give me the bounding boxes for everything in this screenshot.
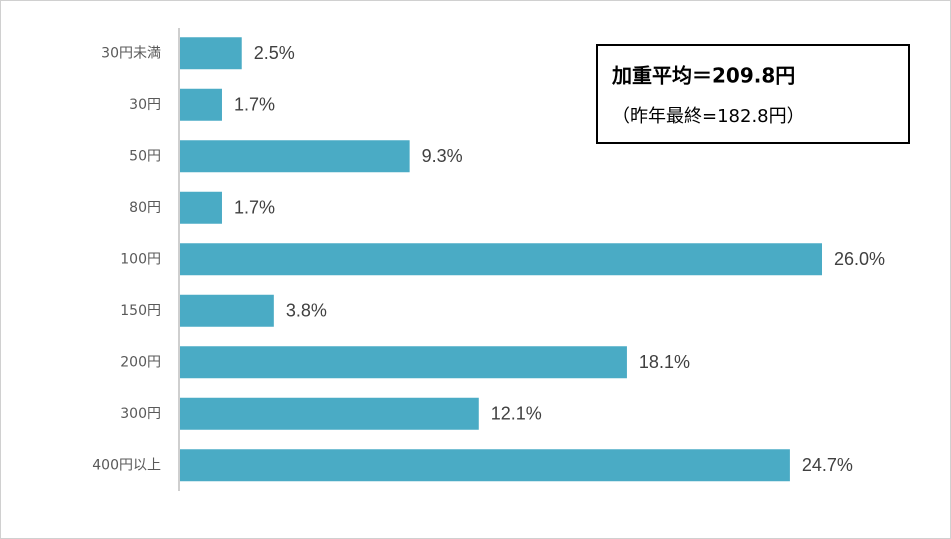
data-label: 18.1%	[639, 352, 690, 372]
y-tick-label: 200円	[120, 354, 161, 370]
y-tick-label: 80円	[129, 200, 161, 216]
bar	[180, 37, 242, 70]
bar	[180, 243, 822, 276]
bar	[180, 88, 222, 121]
data-label: 1.7%	[234, 95, 275, 115]
y-tick-label: 300円	[120, 406, 161, 422]
y-tick-label: 30円	[129, 97, 161, 113]
data-label: 9.3%	[422, 146, 463, 166]
data-label: 1.7%	[234, 198, 275, 218]
data-label: 2.5%	[254, 43, 295, 63]
data-label: 24.7%	[802, 455, 853, 475]
y-tick-label: 150円	[120, 303, 161, 319]
bar	[180, 294, 274, 327]
bar	[180, 346, 627, 379]
annotation: （昨年最終=182.8円）	[612, 106, 805, 127]
bar	[180, 449, 790, 482]
y-tick-label: 400円以上	[92, 457, 161, 473]
bar	[180, 191, 222, 224]
data-label: 26.0%	[834, 249, 885, 269]
y-tick-label: 30円未満	[101, 45, 161, 61]
annotation: 加重平均＝209.8円	[611, 64, 795, 88]
y-tick-label: 100円	[120, 251, 161, 267]
data-label: 12.1%	[491, 404, 542, 424]
annotation-box	[596, 44, 910, 144]
bar	[180, 397, 479, 430]
y-tick-label: 50円	[129, 148, 161, 164]
data-label: 3.8%	[286, 301, 327, 321]
bar	[180, 140, 410, 173]
